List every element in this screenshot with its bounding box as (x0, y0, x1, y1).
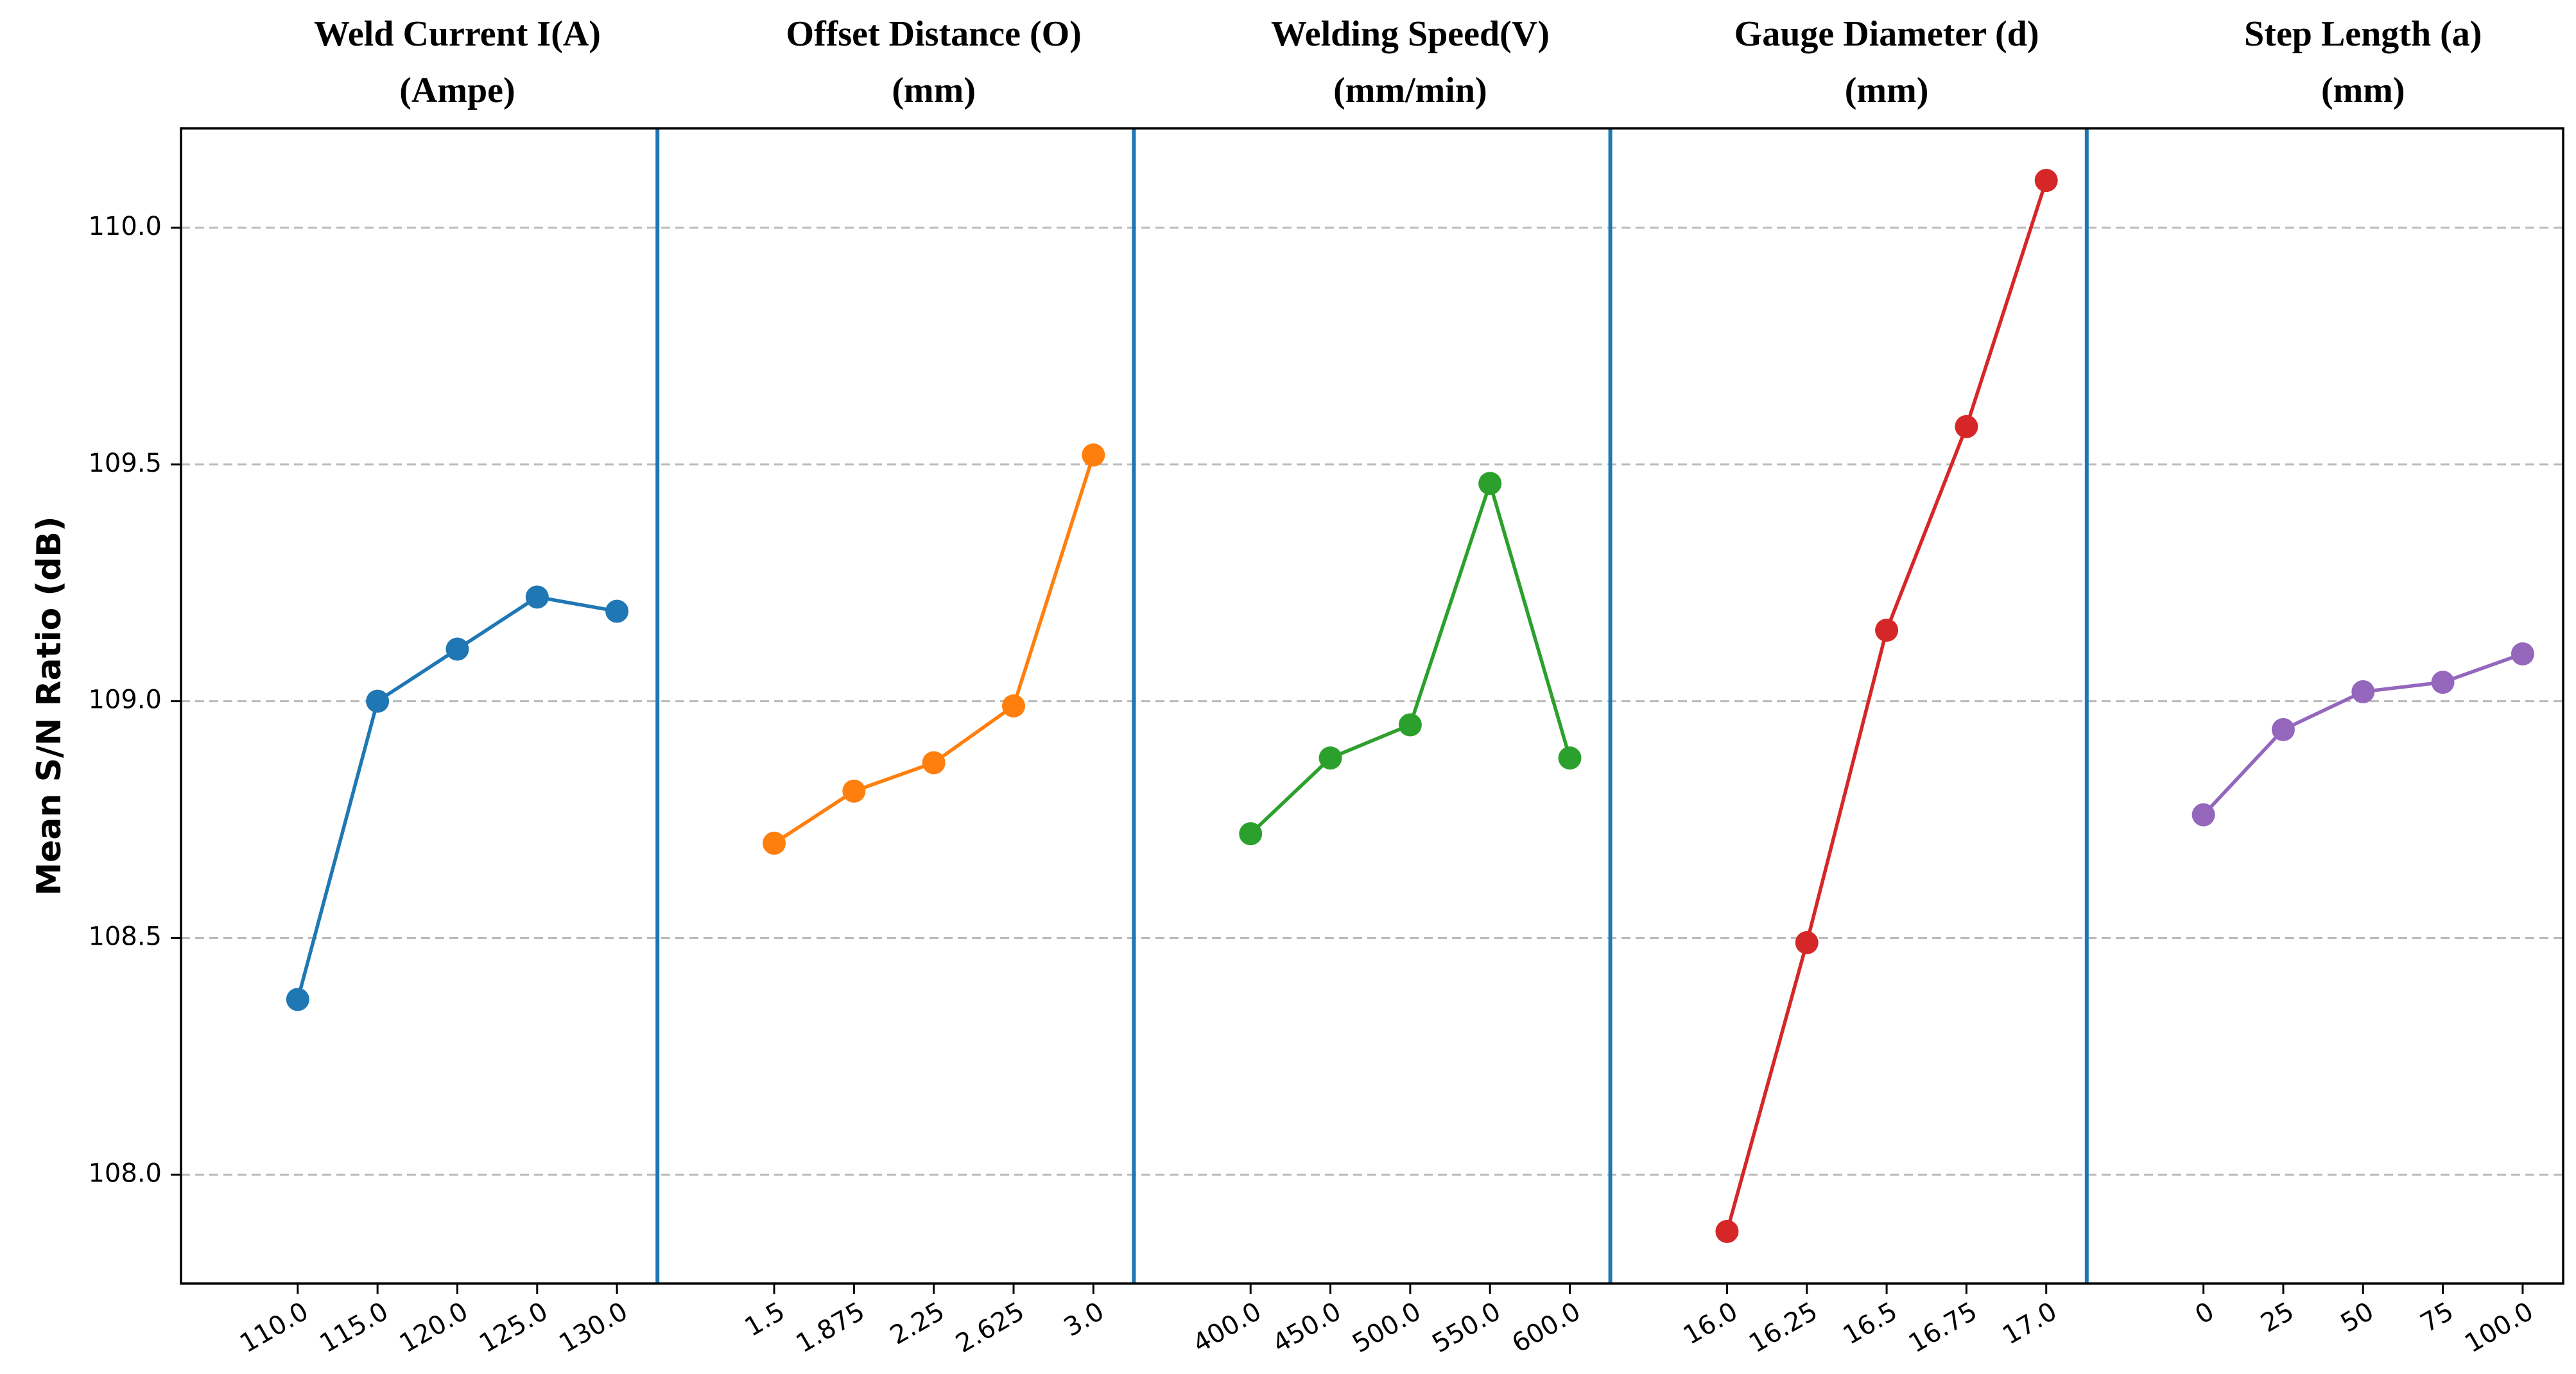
data-point (1239, 822, 1263, 846)
y-tick-label: 109.0 (88, 685, 162, 715)
data-point (445, 637, 469, 661)
data-point (605, 599, 629, 623)
data-point (1478, 472, 1502, 495)
data-point (1955, 415, 1978, 438)
data-point (2511, 642, 2534, 666)
panel-title: (mm) (2321, 71, 2405, 110)
data-point (1715, 1219, 1739, 1243)
y-tick-label: 108.5 (88, 922, 162, 951)
data-point (1398, 713, 1422, 737)
data-point (842, 779, 866, 803)
panel-title: Welding Speed(V) (1271, 14, 1550, 54)
data-point (525, 585, 549, 609)
panel-title: Weld Current I(A) (314, 14, 601, 54)
panel-title: (mm/min) (1333, 71, 1487, 110)
y-tick-label: 108.0 (88, 1158, 162, 1188)
data-point (1875, 618, 1899, 642)
panel-title: (mm) (892, 71, 976, 110)
y-axis-label: Mean S/N Ratio (dB) (30, 516, 69, 895)
data-point (366, 689, 390, 713)
panel-title: (mm) (1845, 71, 1929, 110)
data-point (2034, 169, 2058, 193)
data-point (1795, 931, 1819, 954)
plot-frame (180, 127, 2564, 1285)
panel-title: (Ampe) (399, 71, 515, 110)
data-point (763, 831, 786, 855)
data-point (1558, 746, 1582, 770)
data-point (2271, 717, 2295, 741)
data-point (1001, 694, 1025, 717)
data-point (2351, 680, 2375, 703)
panel-title: Gauge Diameter (d) (1734, 14, 2039, 54)
data-point (1082, 443, 1105, 467)
panel-title: Step Length (a) (2244, 14, 2482, 54)
data-point (2191, 803, 2215, 827)
panel-title: Offset Distance (O) (786, 14, 1082, 54)
data-point (922, 751, 946, 775)
data-point (286, 988, 309, 1011)
y-tick-label: 109.5 (88, 449, 162, 478)
data-point (2431, 671, 2455, 694)
data-point (1318, 746, 1342, 770)
y-tick-label: 110.0 (88, 212, 162, 241)
